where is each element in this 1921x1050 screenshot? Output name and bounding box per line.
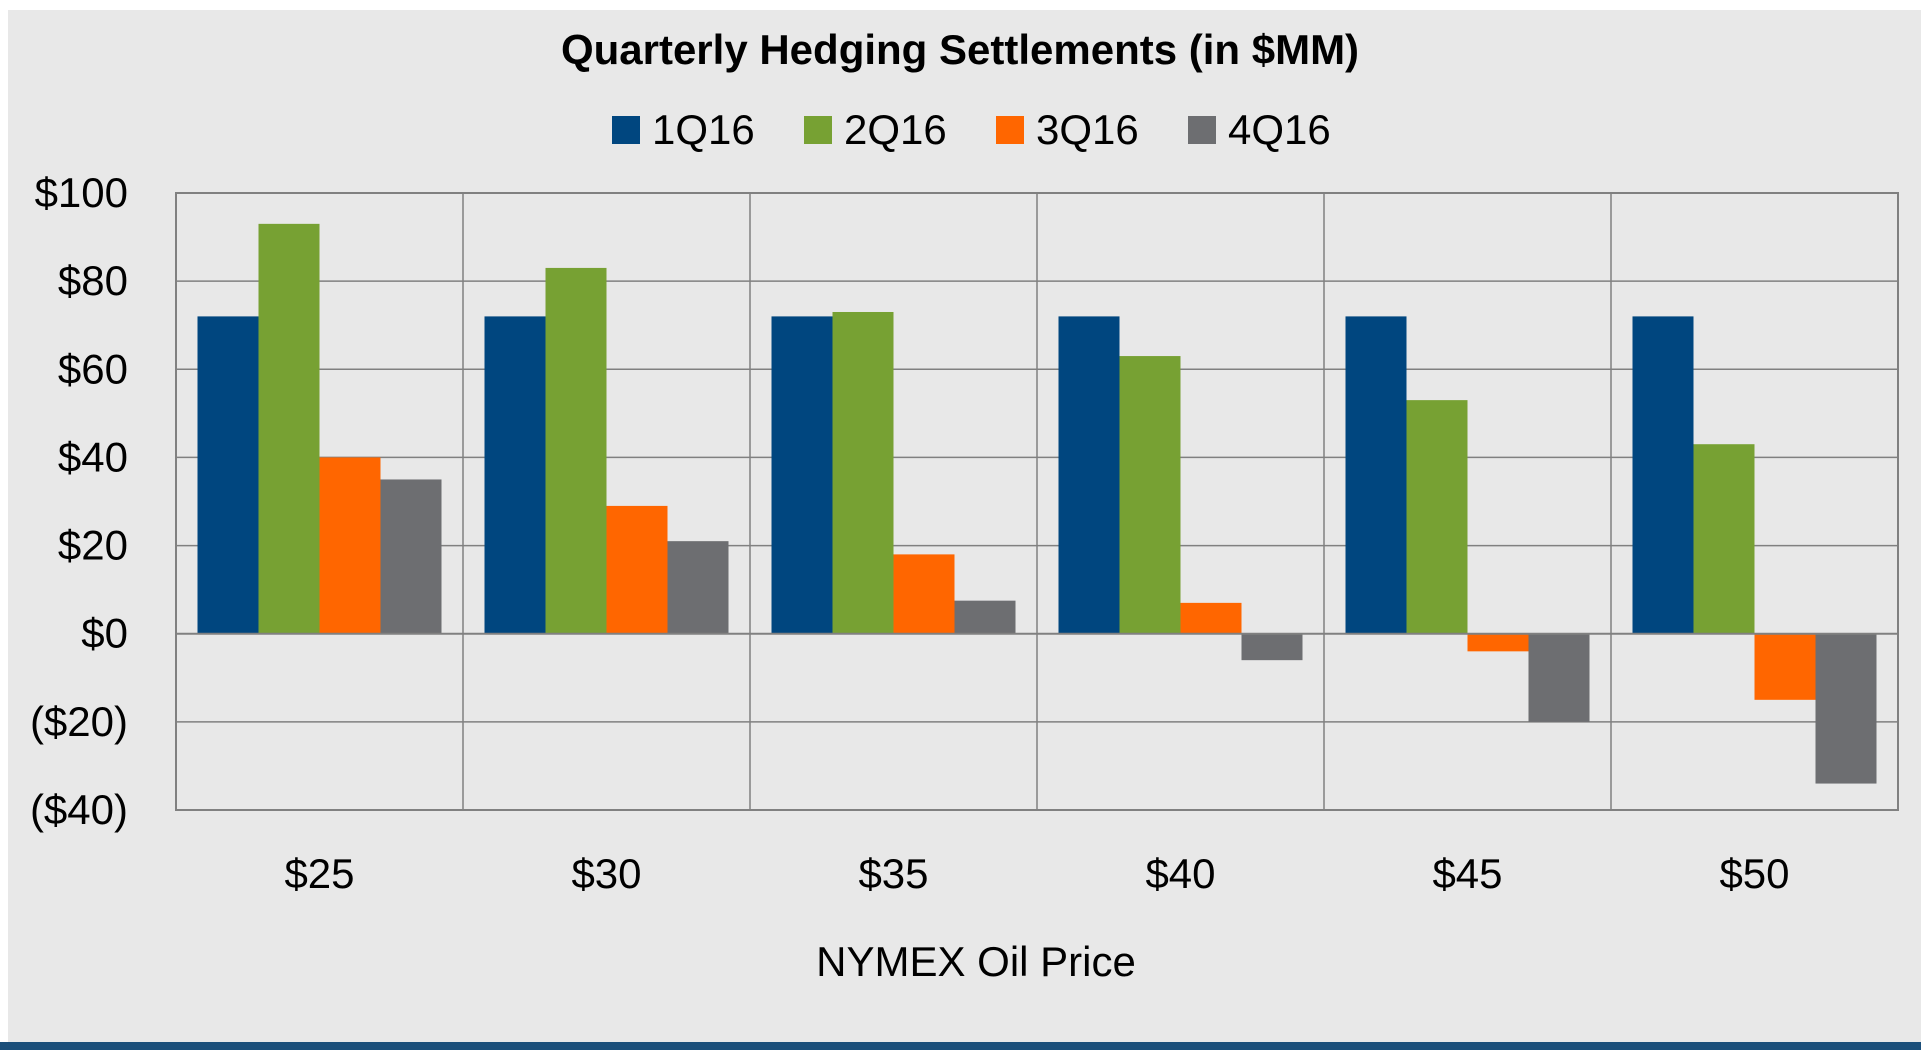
- bar-4q16-2: [667, 541, 729, 634]
- bar-3q16-5: [1467, 633, 1529, 652]
- legend-swatch-4q16: [1188, 116, 1216, 144]
- x-axis-title: NYMEX Oil Price: [816, 938, 1136, 985]
- x-tick-label: $30: [571, 850, 641, 897]
- bar-2q16-4: [1119, 356, 1181, 634]
- y-tick-label: $20: [58, 522, 128, 569]
- y-tick-label: ($40): [30, 786, 128, 833]
- y-tick-label: $0: [81, 610, 128, 657]
- bar-2q16-3: [832, 311, 894, 634]
- bar-3q16-3: [893, 554, 955, 634]
- bar-1q16-4: [1058, 316, 1120, 634]
- legend-swatch-2q16: [804, 116, 832, 144]
- legend-label-2q16: 2Q16: [844, 106, 947, 153]
- x-tick-label: $50: [1719, 850, 1789, 897]
- legend-swatch-3q16: [996, 116, 1024, 144]
- bar-2q16-5: [1406, 400, 1468, 634]
- bar-3q16-6: [1754, 633, 1816, 700]
- bar-1q16-5: [1345, 316, 1407, 634]
- y-tick-label: $80: [58, 257, 128, 304]
- y-axis-ticks: $100 $80 $60 $40 $20 $0 ($20) ($40): [30, 169, 128, 833]
- bar-4q16-4: [1241, 633, 1303, 661]
- bar-2q16-2: [545, 267, 607, 634]
- y-tick-label: $100: [35, 169, 128, 216]
- bar-1q16-1: [197, 316, 259, 634]
- bar-3q16-1: [319, 457, 381, 634]
- legend-label-1q16: 1Q16: [652, 106, 755, 153]
- legend: 1Q16 2Q16 3Q16 4Q16: [612, 106, 1331, 153]
- bar-3q16-2: [606, 505, 668, 634]
- bar-4q16-5: [1528, 633, 1590, 722]
- bar-1q16-6: [1632, 316, 1694, 634]
- bar-3q16-4: [1180, 602, 1242, 634]
- x-tick-label: $25: [284, 850, 354, 897]
- bar-4q16-1: [380, 479, 442, 634]
- bar-2q16-6: [1693, 444, 1755, 634]
- y-tick-label: ($20): [30, 698, 128, 745]
- x-tick-label: $35: [858, 850, 928, 897]
- bars: [197, 223, 1877, 784]
- bottom-accent-bar: [0, 1042, 1921, 1050]
- bar-1q16-2: [484, 316, 546, 634]
- y-tick-label: $40: [58, 433, 128, 480]
- bar-2q16-1: [258, 223, 320, 634]
- x-axis-ticks: $25 $30 $35 $40 $45 $50: [284, 850, 1789, 897]
- x-tick-label: $40: [1145, 850, 1215, 897]
- bar-4q16-6: [1815, 633, 1877, 784]
- chart-title: Quarterly Hedging Settlements (in $MM): [561, 26, 1359, 73]
- legend-label-3q16: 3Q16: [1036, 106, 1139, 153]
- legend-swatch-1q16: [612, 116, 640, 144]
- bar-1q16-3: [771, 316, 833, 634]
- x-tick-label: $45: [1432, 850, 1502, 897]
- y-tick-label: $60: [58, 345, 128, 392]
- bar-4q16-3: [954, 600, 1016, 634]
- legend-label-4q16: 4Q16: [1228, 106, 1331, 153]
